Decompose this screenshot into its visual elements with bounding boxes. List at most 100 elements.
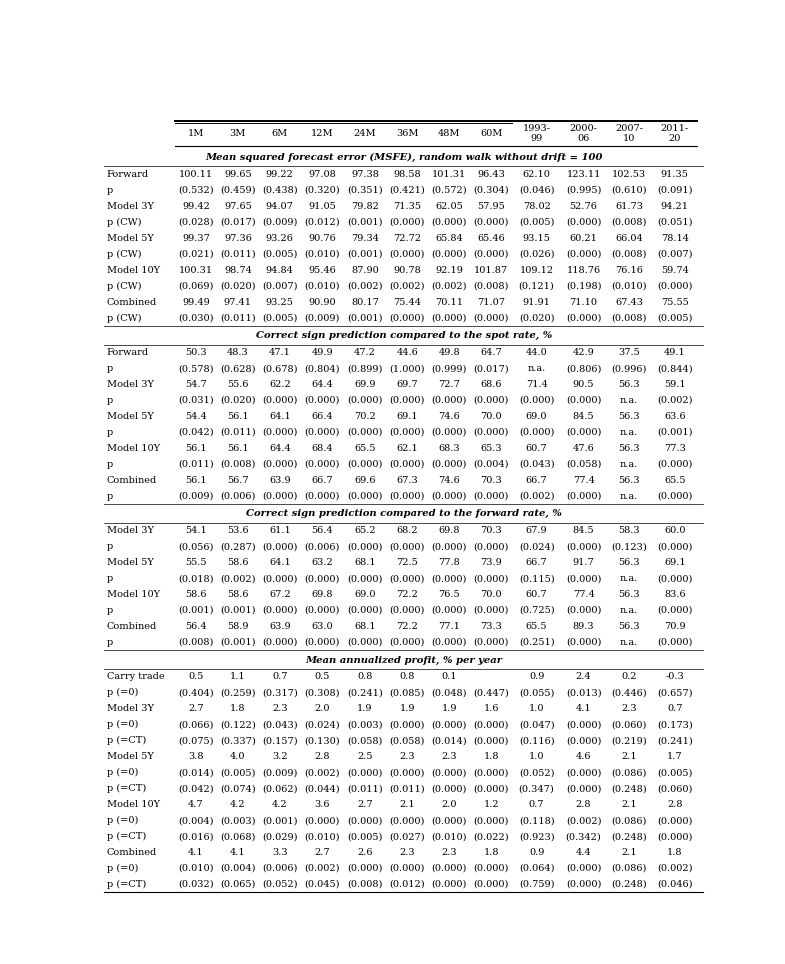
Text: 60.21: 60.21 (570, 233, 597, 243)
Text: (0.000): (0.000) (347, 460, 382, 469)
Text: 1.8: 1.8 (484, 848, 499, 857)
Text: 0.8: 0.8 (400, 673, 414, 682)
Text: (0.043): (0.043) (262, 720, 298, 730)
Text: 78.14: 78.14 (661, 233, 688, 243)
Text: (0.060): (0.060) (612, 720, 647, 730)
Text: 96.43: 96.43 (477, 170, 506, 179)
Text: 12M: 12M (311, 129, 334, 138)
Text: n.a.: n.a. (528, 364, 546, 373)
Text: Model 3Y: Model 3Y (107, 526, 154, 535)
Text: (0.008): (0.008) (178, 638, 214, 647)
Text: 72.5: 72.5 (396, 558, 418, 567)
Text: (0.010): (0.010) (305, 250, 340, 258)
Text: 68.2: 68.2 (396, 526, 418, 535)
Text: 24M: 24M (353, 129, 376, 138)
Text: (0.000): (0.000) (473, 218, 509, 227)
Text: (0.678): (0.678) (262, 364, 298, 373)
Text: 72.72: 72.72 (393, 233, 422, 243)
Text: -0.3: -0.3 (666, 673, 684, 682)
Text: (0.000): (0.000) (432, 428, 467, 437)
Text: (0.122): (0.122) (220, 720, 256, 730)
Text: (0.002): (0.002) (657, 396, 692, 405)
Text: (0.001): (0.001) (178, 606, 214, 615)
Text: 89.3: 89.3 (573, 622, 594, 631)
Text: 47.1: 47.1 (268, 348, 290, 357)
Text: (0.001): (0.001) (347, 218, 382, 227)
Text: (1.000): (1.000) (389, 364, 425, 373)
Text: 2.1: 2.1 (622, 800, 637, 809)
Text: (0.000): (0.000) (566, 736, 601, 745)
Text: (0.000): (0.000) (432, 784, 467, 793)
Text: (0.060): (0.060) (657, 784, 692, 793)
Text: (0.347): (0.347) (519, 784, 554, 793)
Text: (0.064): (0.064) (519, 864, 554, 873)
Text: (0.000): (0.000) (657, 832, 692, 841)
Text: (0.008): (0.008) (612, 250, 647, 258)
Text: 56.4: 56.4 (312, 526, 333, 535)
Text: (0.532): (0.532) (178, 186, 214, 195)
Text: 62.1: 62.1 (396, 443, 418, 453)
Text: Mean squared forecast error (MSFE), random walk without drift = 100: Mean squared forecast error (MSFE), rand… (205, 153, 603, 162)
Text: Model 3Y: Model 3Y (107, 201, 154, 211)
Text: (0.058): (0.058) (389, 736, 425, 745)
Text: (0.447): (0.447) (473, 688, 509, 697)
Text: (0.000): (0.000) (432, 218, 467, 227)
Text: (0.000): (0.000) (305, 428, 340, 437)
Text: (0.029): (0.029) (262, 832, 298, 841)
Text: (0.069): (0.069) (178, 281, 214, 290)
Text: (0.173): (0.173) (657, 720, 692, 730)
Text: (0.000): (0.000) (347, 606, 382, 615)
Text: (0.052): (0.052) (519, 768, 554, 777)
Text: 93.26: 93.26 (266, 233, 294, 243)
Text: (0.011): (0.011) (389, 784, 425, 793)
Text: 97.41: 97.41 (224, 298, 252, 307)
Text: 4.1: 4.1 (230, 848, 246, 857)
Text: 97.08: 97.08 (309, 170, 336, 179)
Text: (0.000): (0.000) (566, 428, 601, 437)
Text: (0.000): (0.000) (305, 817, 340, 825)
Text: p: p (107, 428, 113, 437)
Text: (0.000): (0.000) (473, 492, 509, 500)
Text: 64.1: 64.1 (269, 558, 290, 567)
Text: 78.02: 78.02 (523, 201, 550, 211)
Text: (0.806): (0.806) (566, 364, 601, 373)
Text: (0.000): (0.000) (389, 575, 425, 583)
Text: (0.005): (0.005) (657, 768, 692, 777)
Text: Model 3Y: Model 3Y (107, 380, 154, 389)
Text: 76.5: 76.5 (439, 590, 460, 599)
Text: (0.000): (0.000) (657, 460, 692, 469)
Text: 2.0: 2.0 (442, 800, 457, 809)
Text: (0.000): (0.000) (566, 396, 601, 405)
Text: Combined: Combined (107, 622, 157, 631)
Text: 67.2: 67.2 (269, 590, 290, 599)
Text: (0.000): (0.000) (519, 396, 554, 405)
Text: (0.000): (0.000) (389, 864, 425, 873)
Text: (0.000): (0.000) (566, 218, 601, 227)
Text: 99.49: 99.49 (182, 298, 210, 307)
Text: (0.000): (0.000) (566, 784, 601, 793)
Text: 49.1: 49.1 (664, 348, 685, 357)
Text: (0.000): (0.000) (519, 428, 554, 437)
Text: (0.002): (0.002) (389, 281, 425, 290)
Text: 2.8: 2.8 (576, 800, 591, 809)
Text: 57.95: 57.95 (477, 201, 506, 211)
Text: 2.3: 2.3 (442, 848, 457, 857)
Text: (0.995): (0.995) (566, 186, 601, 195)
Text: 100.31: 100.31 (179, 266, 213, 275)
Text: (0.628): (0.628) (220, 364, 256, 373)
Text: 58.3: 58.3 (619, 526, 640, 535)
Text: 0.5: 0.5 (188, 673, 203, 682)
Text: 49.9: 49.9 (312, 348, 333, 357)
Text: (0.000): (0.000) (389, 492, 425, 500)
Text: (0.000): (0.000) (262, 606, 298, 615)
Text: (0.000): (0.000) (347, 575, 382, 583)
Text: (0.075): (0.075) (178, 736, 214, 745)
Text: (0.028): (0.028) (178, 218, 214, 227)
Text: n.a.: n.a. (620, 396, 638, 405)
Text: (0.005): (0.005) (347, 832, 382, 841)
Text: (0.046): (0.046) (657, 880, 692, 889)
Text: (0.000): (0.000) (657, 542, 692, 551)
Text: 0.1: 0.1 (442, 673, 457, 682)
Text: 53.6: 53.6 (227, 526, 249, 535)
Text: (0.000): (0.000) (305, 492, 340, 500)
